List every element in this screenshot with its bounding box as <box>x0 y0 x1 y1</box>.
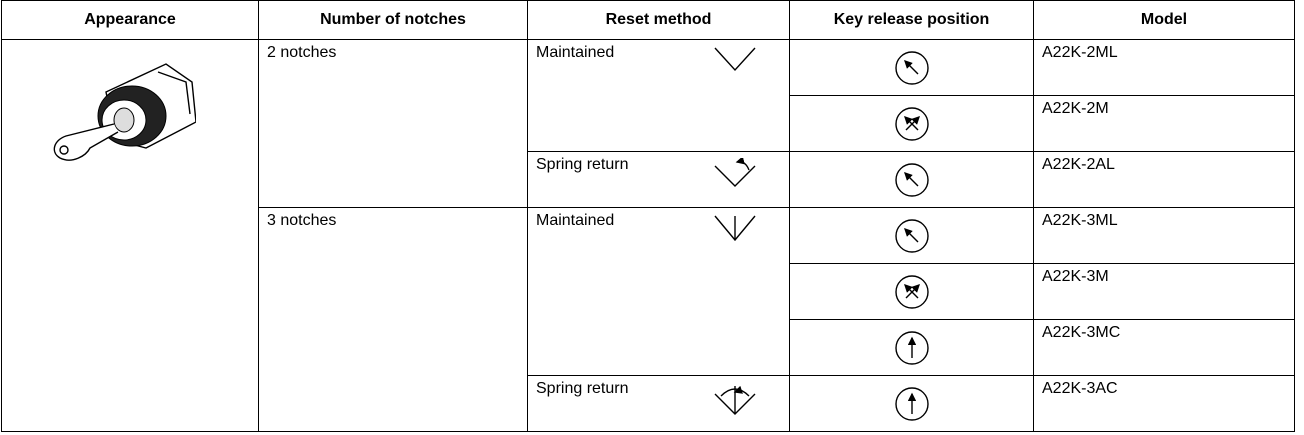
model: A22K-3ML <box>1042 212 1118 229</box>
key-release-cell <box>789 151 1034 208</box>
appearance-cell <box>1 39 259 432</box>
model-cell: A22K-2AL <box>1033 151 1295 208</box>
header-cell: Key release position <box>789 0 1034 40</box>
row: Spring return A22K-3AC <box>2 375 1295 432</box>
reset-wrap: Maintained <box>528 208 789 375</box>
reset-method: Spring return <box>536 156 629 173</box>
notches-cell: 2 notches <box>258 39 528 208</box>
model: A22K-3AC <box>1042 380 1118 397</box>
header-cell: Number of notches <box>258 0 528 40</box>
reset-method: Spring return <box>536 380 629 397</box>
key-release-icon <box>894 330 930 366</box>
reset-method: Maintained <box>536 212 615 229</box>
model: A22K-2M <box>1042 100 1109 117</box>
model-cell: A22K-3AC <box>1033 375 1295 432</box>
notches: 3 notches <box>267 212 337 229</box>
key-release-icon <box>894 106 930 142</box>
reset-cell: Spring return <box>527 151 790 208</box>
row: Spring return A22K-2AL <box>2 151 1295 208</box>
model-cell: A22K-3MC <box>1033 319 1295 376</box>
header-cell: Appearance <box>1 0 259 40</box>
reset-icon <box>714 158 756 187</box>
reset-method: Maintained <box>536 44 615 61</box>
reset-wrap: Maintained <box>528 40 789 151</box>
row: A22K-3MC <box>2 319 1295 376</box>
row: 2 notches Maintained A22K-2ML <box>1 39 1295 432</box>
key-release-cell <box>789 319 1034 376</box>
notches-cell: 3 notches <box>258 207 528 432</box>
reset-wrap: Spring return <box>528 376 789 431</box>
reset-cell: Maintained <box>527 39 790 152</box>
model-cell: A22K-2M <box>1033 95 1295 152</box>
reset-icon <box>714 215 756 242</box>
key-release-icon <box>894 274 930 310</box>
model: A22K-2AL <box>1042 156 1115 173</box>
key-release-cell <box>789 39 1034 96</box>
key-release-cell <box>789 263 1034 320</box>
key-release-cell <box>789 95 1034 152</box>
header-cell: Model <box>1033 0 1295 40</box>
row: A22K-3M <box>2 263 1295 320</box>
model: A22K-3M <box>1042 268 1109 285</box>
key-release-icon <box>894 162 930 198</box>
model-cell: A22K-3ML <box>1033 207 1295 264</box>
reset-icon <box>714 47 756 72</box>
reset-wrap: Spring return <box>528 152 789 207</box>
reset-cell: Spring return <box>527 375 790 432</box>
model-cell: A22K-3M <box>1033 263 1295 320</box>
notches: 2 notches <box>267 44 337 61</box>
key-release-icon <box>894 50 930 86</box>
model: A22K-3MC <box>1042 324 1121 341</box>
key-release-cell <box>789 375 1034 432</box>
reset-cell: Maintained <box>527 207 790 376</box>
key-release-cell <box>789 207 1034 264</box>
key-switch-image <box>53 63 197 161</box>
row: A22K-2M <box>2 95 1295 152</box>
header-row: Appearance Number of notches Reset metho… <box>1 0 1295 40</box>
key-release-icon <box>894 386 930 422</box>
header-cell: Reset method <box>527 0 790 40</box>
model: A22K-2ML <box>1042 44 1118 61</box>
row: 3 notches Maintained A22K-3ML <box>2 207 1295 432</box>
reset-icon <box>714 385 756 415</box>
model-cell: A22K-2ML <box>1033 39 1295 96</box>
key-release-icon <box>894 218 930 254</box>
